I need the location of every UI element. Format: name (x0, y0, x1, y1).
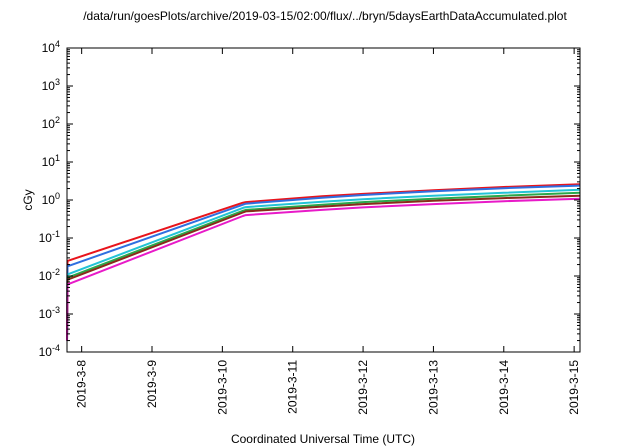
y-tick-label: 10-2 (39, 267, 60, 283)
x-tick-label: 2019-3-11 (286, 360, 300, 414)
series-line-6 (66, 197, 581, 341)
plot-frame (66, 47, 581, 353)
x-tick-label: 2019-3-14 (497, 360, 511, 415)
y-tick-label: 104 (42, 39, 60, 55)
y-tick-label: 103 (42, 77, 60, 93)
x-tick-label: 2019-3-10 (215, 360, 229, 415)
x-tick-label: 2019-3-15 (567, 360, 581, 415)
x-axis-label: Coordinated Universal Time (UTC) (231, 432, 415, 446)
series-line-2 (66, 184, 581, 341)
series-line-1 (66, 183, 581, 334)
y-tick-label: 10-3 (39, 305, 60, 321)
y-axis-label: cGy (21, 189, 35, 210)
series-line-3 (66, 188, 581, 341)
y-tick-label: 100 (42, 191, 60, 207)
y-tick-label: 10-4 (39, 343, 60, 359)
x-tick-label: 2019-3-12 (356, 360, 370, 415)
y-tick-label: 102 (42, 115, 60, 131)
y-tick-label: 101 (42, 153, 60, 169)
chart-title: /data/run/goesPlots/archive/2019-03-15/0… (83, 9, 567, 23)
x-tick-label: 2019-3-9 (145, 360, 159, 408)
x-axis-ticks: 2019-3-8 2019-3-9 2019-3-10 2019-3-11 2019-3… (75, 48, 581, 415)
x-tick-label: 2019-3-8 (75, 360, 89, 408)
y-tick-label: 10-1 (39, 229, 60, 245)
series-line-4 (66, 191, 581, 341)
x-tick-label: 2019-3-13 (426, 360, 440, 415)
series-layer (66, 183, 581, 341)
series-line-5 (66, 194, 581, 341)
